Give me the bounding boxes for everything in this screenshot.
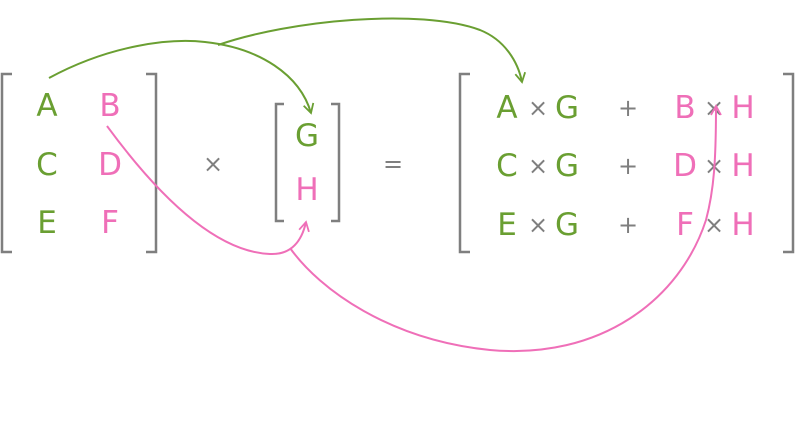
left-matrix-open-bracket xyxy=(0,72,12,254)
result-row1-times-1: × xyxy=(528,94,548,122)
result-row1-times-2: × xyxy=(704,94,724,122)
left-matrix-c: C xyxy=(36,147,58,183)
arrow-b-to-h xyxy=(106,125,310,256)
result-row3-plus: + xyxy=(618,211,638,239)
vector-open-bracket xyxy=(274,102,284,223)
arrow-a-to-g xyxy=(48,39,315,115)
result-row1-a: A xyxy=(496,90,517,126)
result-row1-g: G xyxy=(555,90,579,126)
result-row2-plus: + xyxy=(618,152,638,180)
result-row: E × G + F × H xyxy=(497,207,754,243)
left-matrix-f: F xyxy=(101,205,119,241)
right-vector xyxy=(274,102,341,223)
vector-g: G xyxy=(295,118,319,154)
result-row3-g: G xyxy=(555,207,579,243)
left-matrix-e: E xyxy=(37,205,57,241)
vector-h: H xyxy=(295,172,318,208)
result-row: C × G + D × H xyxy=(496,148,754,184)
equals-sign: = xyxy=(383,150,403,178)
left-matrix-a: A xyxy=(36,88,57,124)
result-row2-g: G xyxy=(555,148,579,184)
result-row1-plus: + xyxy=(618,94,638,122)
left-matrix xyxy=(0,72,158,254)
result-matrix-open-bracket xyxy=(458,72,470,254)
arrow-g-to-result-a xyxy=(217,17,526,84)
left-matrix-d: D xyxy=(98,147,122,183)
result-matrix xyxy=(458,72,795,254)
result-row3-times-2: × xyxy=(704,211,724,239)
result-matrix-close-bracket xyxy=(783,72,795,254)
result-row3-e: E xyxy=(497,207,517,243)
result-row2-c: C xyxy=(496,148,518,184)
left-matrix-close-bracket xyxy=(146,72,158,254)
result-row2-times-1: × xyxy=(528,152,548,180)
result-row3-times-1: × xyxy=(528,211,548,239)
arrow-h-to-result-h xyxy=(289,104,722,353)
vector-close-bracket xyxy=(331,102,341,223)
result-row2-h: H xyxy=(731,148,754,184)
multiply-sign: × xyxy=(203,150,223,178)
result-row1-h: H xyxy=(731,90,754,126)
result-row3-h: H xyxy=(731,207,754,243)
left-matrix-b: B xyxy=(99,88,120,124)
result-row1-b: B xyxy=(674,90,695,126)
result-row3-f: F xyxy=(676,207,694,243)
result-row2-d: D xyxy=(673,148,697,184)
